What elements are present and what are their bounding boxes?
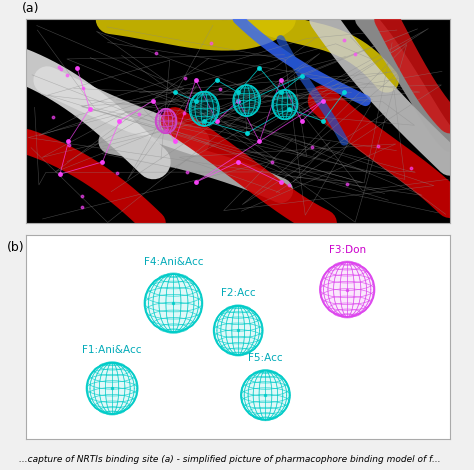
Circle shape [145, 274, 202, 332]
Ellipse shape [190, 92, 219, 126]
Text: F1:Ani&Acc: F1:Ani&Acc [82, 345, 142, 355]
Text: (b): (b) [7, 241, 25, 254]
Circle shape [87, 363, 137, 414]
Text: F5:Acc: F5:Acc [248, 353, 283, 363]
Text: F3:Don: F3:Don [328, 245, 366, 255]
Text: F2:Acc: F2:Acc [221, 289, 255, 298]
Text: ...capture of NRTIs binding site (a) - simplified picture of pharmacophore bindi: ...capture of NRTIs binding site (a) - s… [19, 455, 441, 464]
Ellipse shape [272, 90, 298, 119]
Text: F4:Ani&Acc: F4:Ani&Acc [144, 257, 203, 266]
Ellipse shape [155, 109, 177, 133]
Circle shape [241, 371, 290, 420]
Circle shape [214, 306, 263, 355]
Text: (a): (a) [22, 2, 39, 15]
Circle shape [320, 262, 374, 317]
Ellipse shape [233, 85, 260, 116]
